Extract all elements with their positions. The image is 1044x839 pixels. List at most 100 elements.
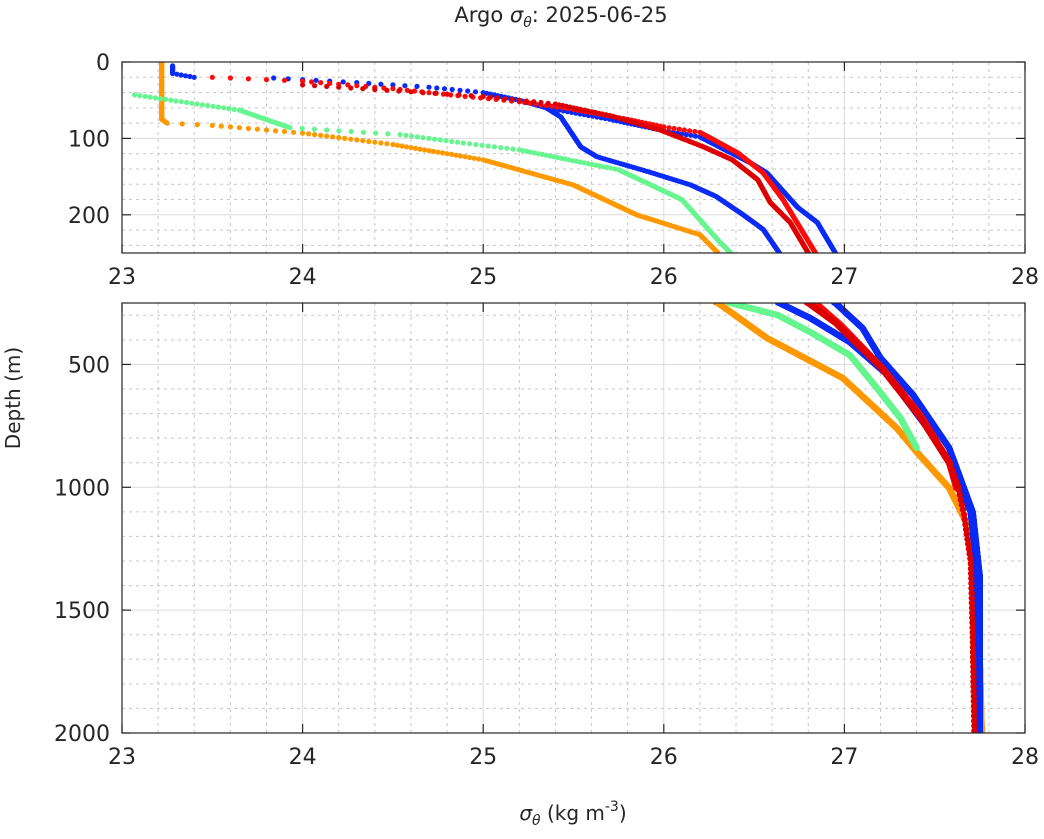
data-point [174, 72, 179, 77]
data-point [408, 89, 413, 94]
data-point [432, 137, 437, 142]
data-point [693, 134, 698, 139]
data-point [440, 150, 445, 155]
data-point [264, 127, 269, 132]
data-point [417, 147, 422, 152]
data-point [687, 128, 692, 133]
data-point [264, 77, 269, 82]
data-point [445, 151, 450, 156]
data-point [463, 94, 468, 99]
data-point [291, 130, 296, 135]
data-point [324, 127, 329, 132]
data-point [158, 96, 163, 101]
data-point [378, 140, 383, 145]
data-point [473, 89, 478, 94]
data-point [399, 143, 404, 148]
x-tick-label: 27 [830, 265, 858, 290]
data-point [442, 86, 447, 91]
data-point [422, 147, 427, 152]
data-point [228, 75, 233, 80]
data-point [538, 100, 543, 105]
data-point [200, 102, 205, 107]
data-point [318, 133, 323, 138]
data-point [180, 121, 185, 126]
profile-green [132, 92, 736, 258]
data-point [385, 131, 390, 136]
data-point [336, 85, 341, 90]
data-point [509, 97, 514, 102]
y-tick-label: 200 [68, 204, 110, 229]
data-point [476, 156, 481, 161]
data-point [434, 85, 439, 90]
data-point [688, 133, 693, 138]
data-point [450, 87, 455, 92]
data-point [481, 94, 486, 99]
data-point [192, 75, 197, 80]
x-tick-label: 23 [108, 265, 136, 290]
data-point [237, 125, 242, 130]
title-symbol: σ [510, 3, 524, 27]
data-point [360, 138, 365, 143]
data-point [426, 85, 431, 90]
data-point [348, 137, 353, 142]
data-point [449, 139, 454, 144]
data-point [404, 144, 409, 149]
data-point [341, 79, 346, 84]
data-point [457, 92, 462, 97]
data-point [457, 88, 462, 93]
axes-box [122, 62, 1025, 253]
data-point [187, 74, 192, 79]
data-point [205, 103, 210, 108]
data-point [682, 127, 687, 132]
data-point [426, 148, 431, 153]
data-point [373, 131, 378, 136]
data-point [246, 76, 251, 81]
data-point [472, 156, 477, 161]
data-point [413, 146, 418, 151]
data-point [444, 138, 449, 143]
data-point [463, 154, 468, 159]
data-point [502, 96, 507, 101]
data-point [300, 82, 305, 87]
data-point [216, 105, 221, 110]
data-point [137, 93, 142, 98]
data-point [504, 146, 509, 151]
data-point [438, 137, 443, 142]
data-point [384, 141, 389, 146]
data-point [666, 125, 671, 130]
data-layer [132, 59, 839, 258]
data-point [306, 131, 311, 136]
chart-title: Argo σθ: 2025-06-25 [454, 3, 667, 31]
data-point [232, 107, 237, 112]
data-point [396, 88, 401, 93]
title-prefix: Argo [454, 3, 509, 27]
x-tick-label: 28 [1011, 265, 1039, 290]
data-point [390, 86, 395, 91]
data-point [219, 124, 224, 129]
data-point [189, 101, 194, 106]
data-point [255, 127, 260, 132]
data-point [524, 98, 529, 103]
profile-blue-2 [544, 105, 839, 258]
data-point [132, 92, 137, 97]
profile-orange [159, 59, 722, 258]
data-point [354, 137, 359, 142]
data-point [398, 132, 403, 137]
data-point [354, 83, 359, 88]
data-point [318, 80, 323, 85]
data-point [314, 78, 319, 83]
data-point [469, 93, 474, 98]
data-point [348, 85, 353, 90]
data-point [312, 132, 317, 137]
data-point [390, 142, 395, 147]
y-tick-label: 100 [68, 127, 110, 152]
data-point [677, 127, 682, 132]
data-point [330, 134, 335, 139]
data-point [372, 140, 377, 145]
data-point [498, 145, 503, 150]
data-point [221, 105, 226, 110]
data-point [184, 100, 189, 105]
data-point [467, 141, 472, 146]
